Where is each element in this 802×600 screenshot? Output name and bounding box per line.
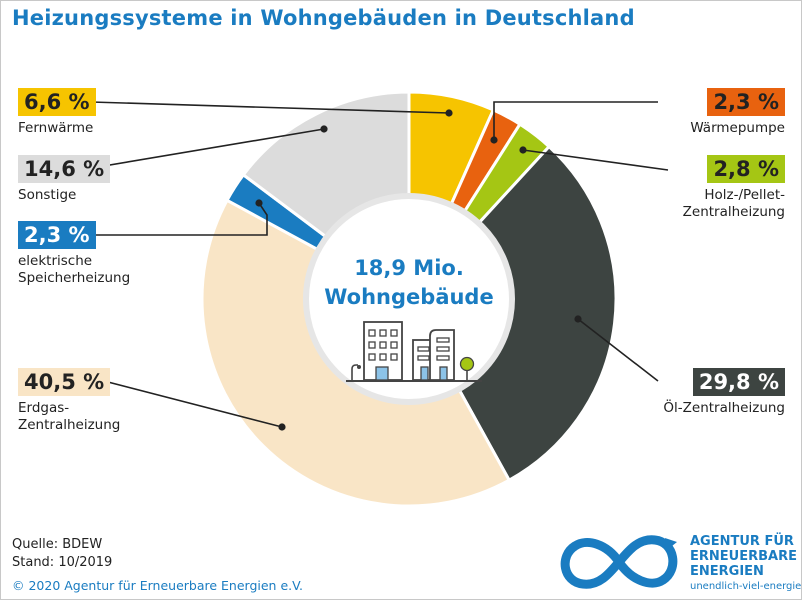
logo-line-2: ERNEUERBARE [690,549,797,564]
value-label: 2,3 % [18,221,96,249]
leader-dot [574,315,582,323]
series-label: Fernwärme [18,120,94,136]
leader-line [103,380,283,428]
infinity-logo-icon [560,535,678,589]
value-label: 2,3 % [707,88,785,116]
leader-dot [255,199,263,207]
leader-line [90,101,450,114]
label-erdgas: 40,5 % Erdgas- Zentralheizung [18,368,120,434]
leader-line [84,202,268,236]
leader-line [522,149,669,171]
copyright: © 2020 Agentur für Erneuerbare Energien … [12,578,304,593]
leader-dot [490,136,498,144]
leader-line [493,101,658,140]
label-speicherheizung: 2,3 % elektrische Speicherheizung [18,221,130,287]
series-label: Sonstige [18,187,77,203]
label-sonstige: 14,6 % Sonstige [18,155,111,204]
center-line-2: Wohngebäude [324,285,494,309]
value-label: 40,5 % [18,368,111,396]
label-holz-pellet: 2,8 % Holz-/Pellet- Zentralheizung [640,155,785,221]
value-label: 2,8 % [707,155,785,183]
label-fernwaerme: 6,6 % Fernwärme [18,88,96,137]
chart-title: Heizungssysteme in Wohngebäuden in Deuts… [12,6,635,30]
label-oel: 29,8 % Öl-Zentralheizung [640,368,785,417]
value-label: 29,8 % [692,368,785,396]
leader-dot [278,423,286,431]
logo-line-1: AGENTUR FÜR [690,534,794,549]
logo-line-3: ENERGIEN [690,564,764,579]
value-label: 14,6 % [18,155,111,183]
series-label: Erdgas- Zentralheizung [18,400,121,433]
leader-dot [445,109,453,117]
series-label: Öl-Zentralheizung [663,400,785,416]
leader-line [85,128,325,170]
agency-url: unendlich-viel-energie.de [690,581,802,592]
leader-line [577,318,659,382]
value-label: 6,6 % [18,88,96,116]
agency-logo-text: AGENTUR FÜR ERNEUERBARE ENERGIEN [690,534,797,579]
center-total: 18,9 Mio. Wohngebäude [309,254,509,312]
leader-dot [519,146,527,154]
leader-dot [320,125,328,133]
date-note: Stand: 10/2019 [12,555,113,570]
series-label: Wärmepumpe [690,120,785,136]
series-label: Holz-/Pellet- Zentralheizung [682,187,785,220]
donut-hole [303,193,515,405]
label-waermepumpe: 2,3 % Wärmepumpe [640,88,785,137]
series-label: elektrische Speicherheizung [18,253,131,286]
source-note: Quelle: BDEW [12,537,103,552]
center-line-1: 18,9 Mio. [354,256,464,280]
buildings-icon [346,321,482,382]
